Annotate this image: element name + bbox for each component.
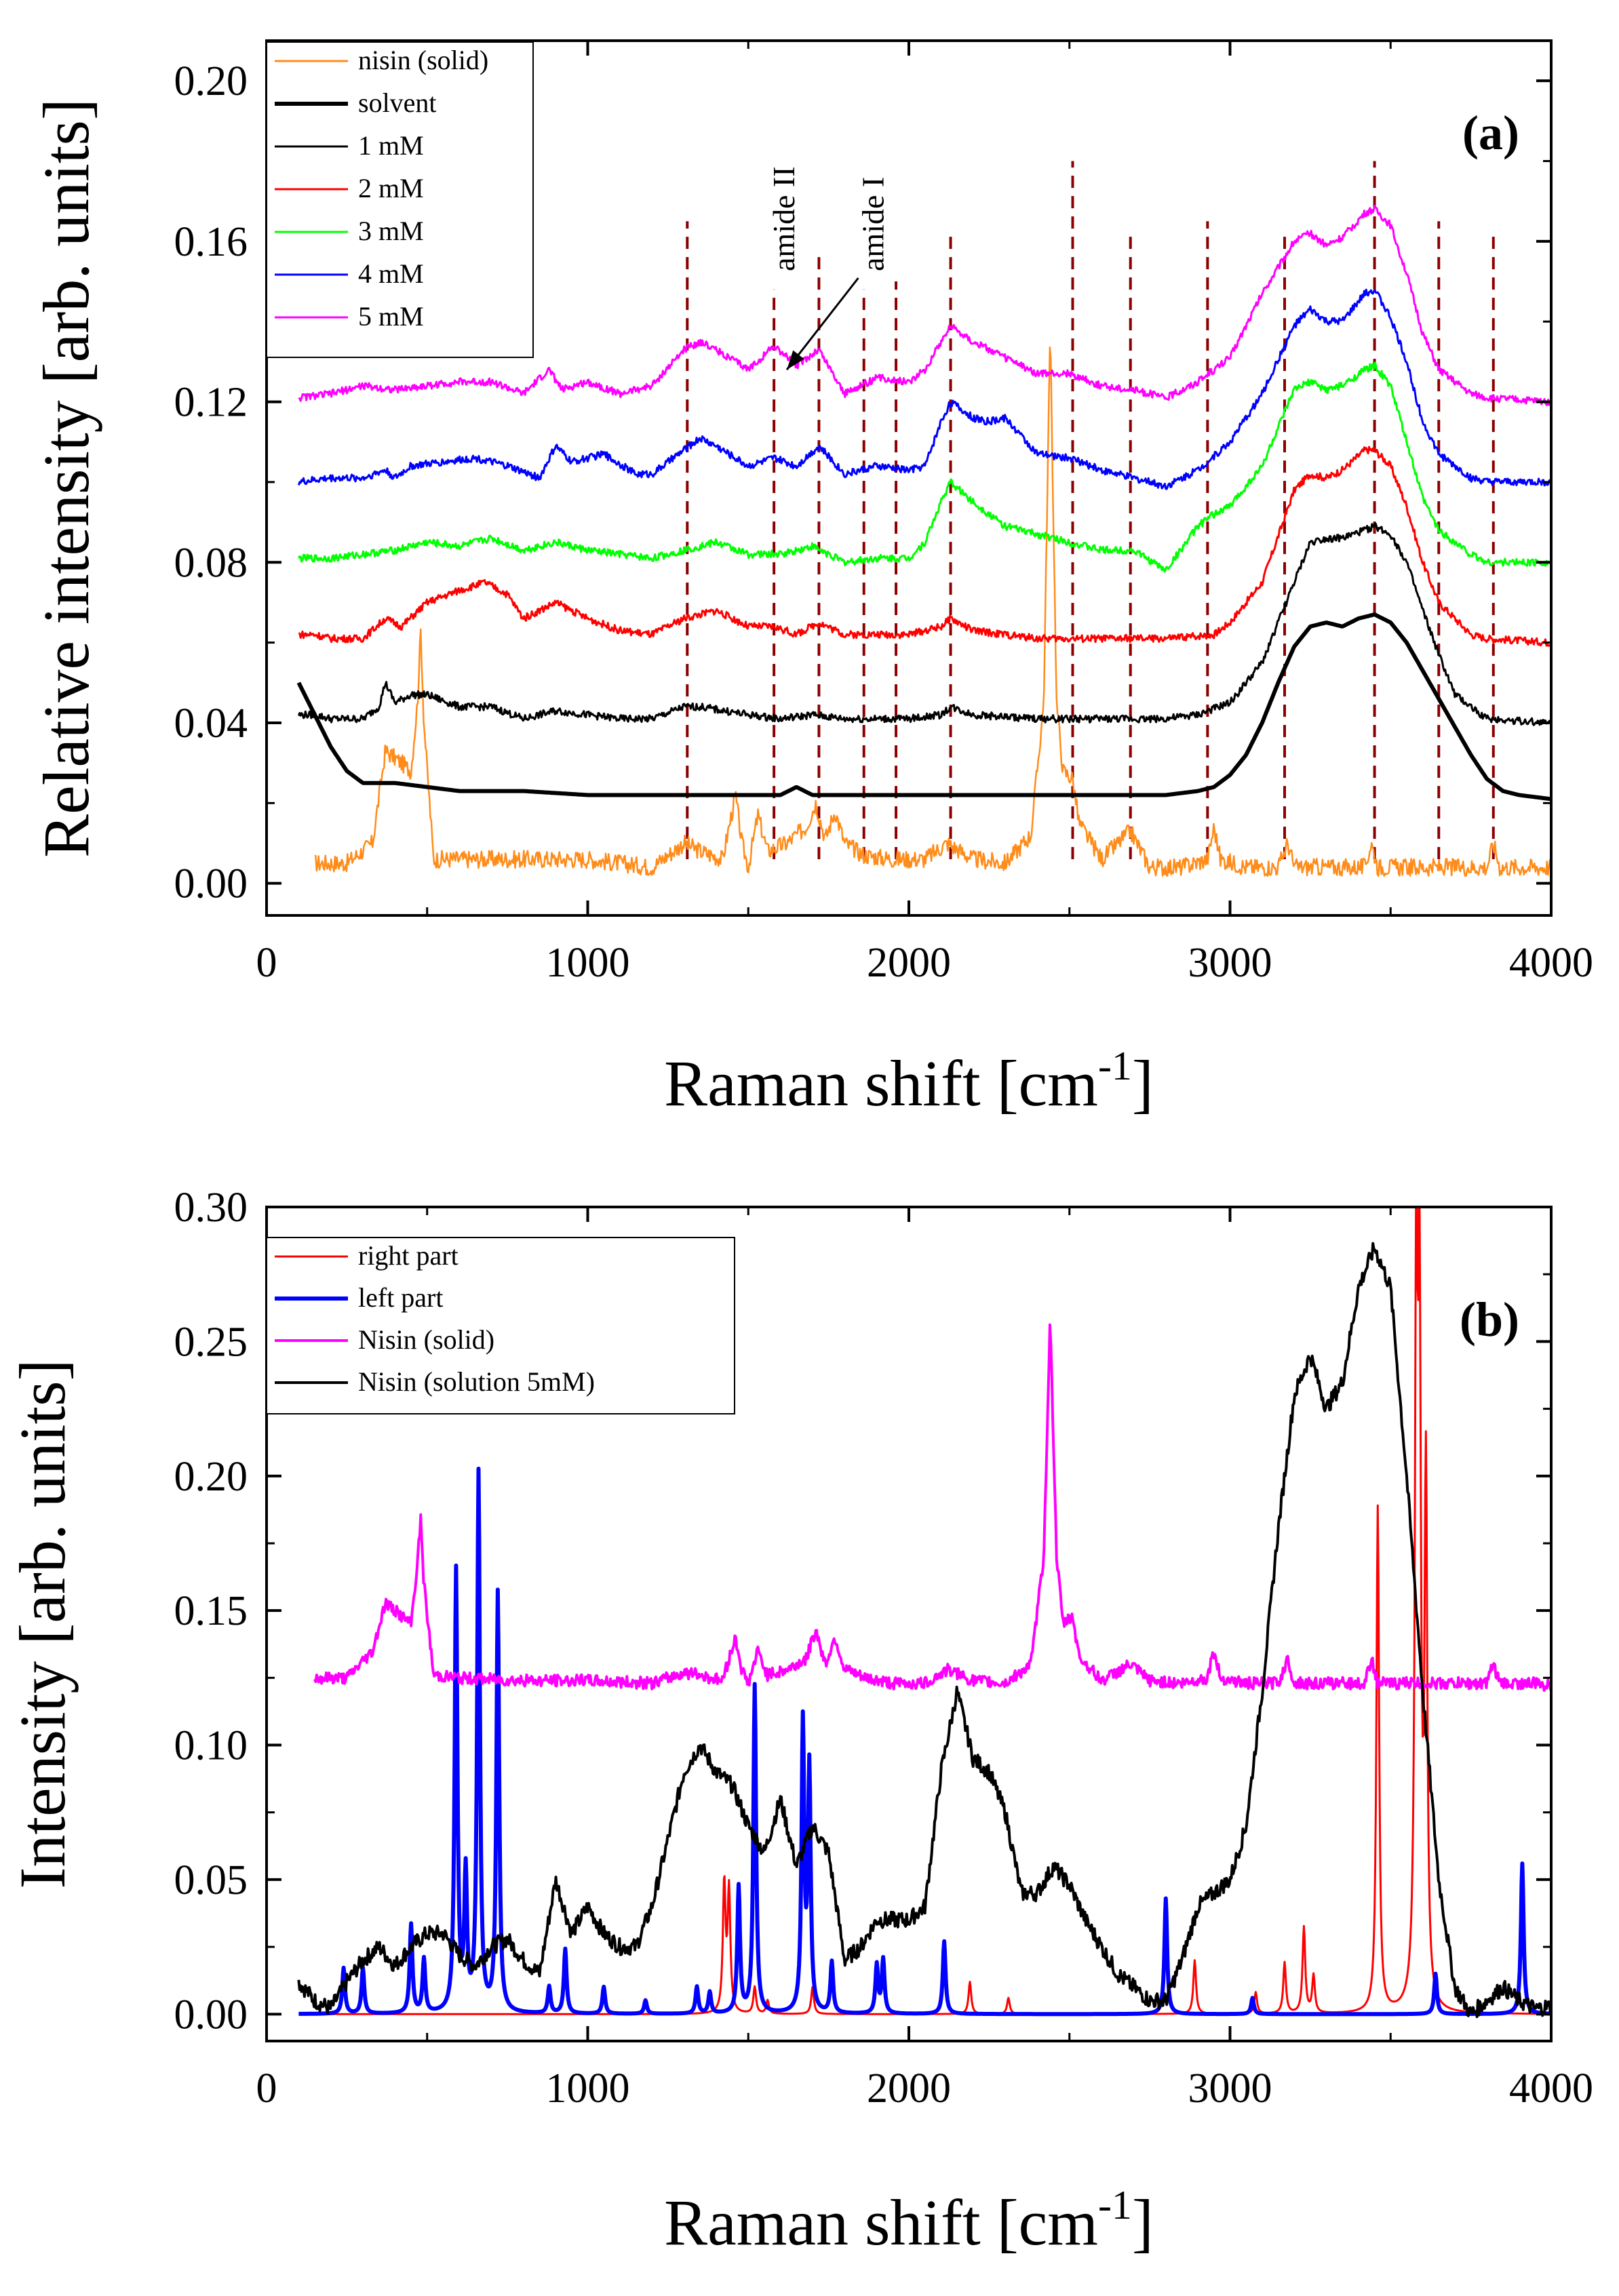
series-line-nisin-solid- [314,346,1551,877]
x-axis-title-text: Raman shift [cm [664,2186,1098,2259]
legend-entry: 3 mM [358,216,424,246]
x-tick-label: 2000 [867,940,951,986]
panel-a: 0 1000 2000 3000 4000 0.00 0.04 0.08 0.12 0.16 0.2… [30,39,1593,1120]
annotation-arrowhead [787,350,804,370]
y-tick-label: 0.00 [174,861,248,907]
y-tick-label: 0.30 [174,1185,248,1231]
series-line-left-part [297,1466,1551,2017]
legend: right part left part Nisin (solid) Nisin (s… [266,1237,735,1414]
x-axis-title-text: Raman shift [cm [664,1047,1098,1120]
x-tick-label: 4000 [1509,940,1593,986]
legend-entry: Nisin (solid) [358,1324,494,1355]
x-axis-title-close: ] [1132,2186,1154,2259]
legend-entry: 2 mM [358,173,424,203]
panel-label: (b) [1460,1292,1519,1347]
panel-label: (a) [1462,106,1519,160]
legend: nisin (solid) solvent 1 mM 2 mM 3 mM 4 mM 5 mM [266,41,534,358]
x-tick-label: 0 [256,940,277,986]
series-line-2-mm [298,446,1551,647]
x-axis-title: Raman shift [cm-1] [664,2183,1154,2259]
y-tick-label: 0.05 [174,1857,248,1903]
x-tick-label: 0 [256,2065,277,2112]
annotation-arrow [785,277,859,371]
legend-entry: left part [358,1282,444,1313]
x-axis-title-close: ] [1132,1047,1154,1120]
legend-entry: nisin (solid) [358,45,488,75]
series-line-4-mm [297,288,1551,490]
x-tick-label: 3000 [1188,2065,1272,2112]
x-tick-label: 2000 [867,2065,951,2112]
series-line-3-mm [298,361,1551,573]
x-tick-label: 3000 [1188,940,1272,986]
y-tick-label: 0.16 [174,219,248,265]
legend-entry: 1 mM [358,130,424,161]
legend-entry: 5 mM [358,301,424,332]
legend-entry: 4 mM [358,258,424,289]
y-axis-title: Relative intensity [arb. units] [30,98,102,858]
y-tick-label: 0.04 [174,700,248,747]
series-line-nisin-solution-5mm- [297,1242,1551,2019]
y-tick-label: 0.08 [174,540,248,586]
y-axis-title: Intensity [arb. units] [6,1359,79,1888]
panel-b: 0 1000 2000 3000 4000 0.00 0.05 0.10 0.15 0.20 0.2… [6,1185,1593,2259]
series-line-1-mm [297,522,1551,726]
x-axis-title: Raman shift [cm-1] [664,1044,1154,1120]
y-tick-label: 0.00 [174,1992,248,2038]
series-line-nisin-solid- [313,1323,1551,1692]
legend-entry: Nisin (solution 5mM) [358,1366,595,1397]
annotation-amide-i: amide I [855,177,890,271]
annotation-amide-ii: amide II [766,166,801,271]
x-axis-title-sup: -1 [1098,2183,1132,2228]
x-axis-title-sup: -1 [1098,1044,1132,1088]
legend-box [266,41,534,358]
series-line-5-mm [298,205,1551,406]
series-line-solvent [296,612,1551,801]
x-tick-label: 1000 [546,940,630,986]
y-tick-label: 0.20 [174,1454,248,1500]
x-tick-label: 4000 [1509,2065,1593,2112]
y-tick-label: 0.15 [174,1588,248,1634]
legend-entry: solvent [358,87,437,118]
x-tick-label: 1000 [546,2065,630,2112]
y-tick-label: 0.12 [174,380,248,426]
legend-box [266,1237,735,1414]
y-tick-label: 0.20 [174,58,248,104]
y-tick-label: 0.25 [174,1319,248,1365]
legend-entry: right part [358,1240,459,1271]
y-tick-label: 0.10 [174,1723,248,1769]
